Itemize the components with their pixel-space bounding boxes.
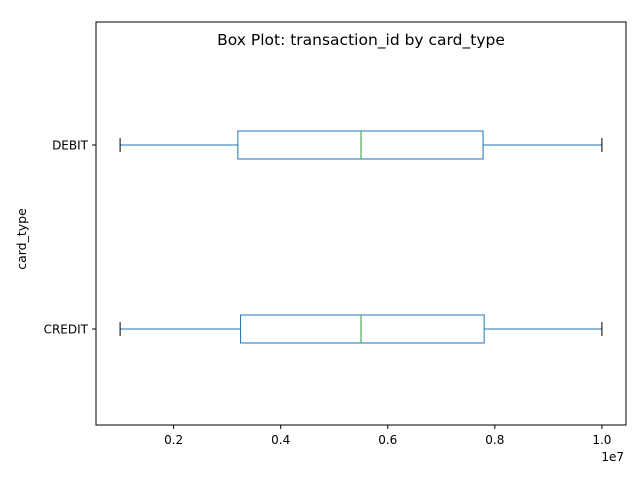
y-tick-label: CREDIT	[44, 323, 89, 337]
plot-area	[95, 21, 627, 426]
y-axis-label: card_type	[14, 208, 29, 270]
y-tick-label: DEBIT	[52, 139, 89, 153]
x-tick-label: 0.8	[485, 433, 504, 447]
x-tick-label: 0.6	[378, 433, 397, 447]
x-tick-label: 0.2	[164, 433, 183, 447]
x-tick-label: 1.0	[592, 433, 611, 447]
box-iqr	[240, 314, 485, 344]
box-iqr	[237, 130, 484, 160]
chart-title: Box Plot: transaction_id by card_type	[217, 31, 505, 50]
x-offset-text: 1e7	[601, 450, 624, 464]
x-tick-label: 0.4	[271, 433, 290, 447]
